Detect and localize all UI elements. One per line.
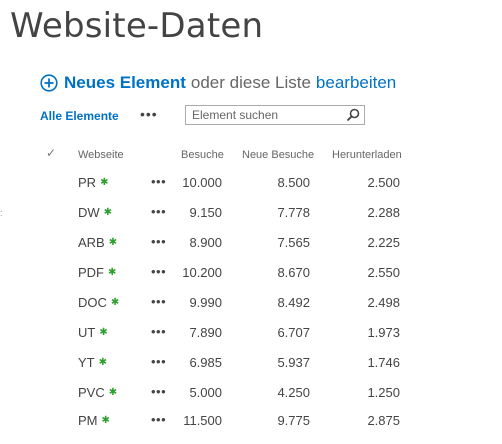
row-downloads: 2.875 xyxy=(367,413,400,428)
row-downloads: 2.225 xyxy=(367,235,400,250)
row-name[interactable]: DW xyxy=(78,205,100,220)
or-edit-text: oder diese Liste xyxy=(190,73,311,92)
row-menu-button[interactable]: ••• xyxy=(151,174,167,189)
new-item-star-icon: ✱ xyxy=(108,267,117,278)
table-row[interactable]: PR ✱ ••• 10.000 8.500 2.500 xyxy=(0,174,502,205)
row-visits: 9.990 xyxy=(189,295,222,310)
row-new-visits: 6.707 xyxy=(277,325,310,340)
new-item-star-icon: ✱ xyxy=(110,297,120,308)
row-name[interactable]: PR xyxy=(78,175,97,190)
row-downloads: 1.746 xyxy=(367,355,400,370)
row-menu-button[interactable]: ••• xyxy=(151,324,167,339)
check-icon[interactable]: ✓ xyxy=(46,146,57,160)
row-name-cell[interactable]: PM ✱ xyxy=(78,413,110,428)
row-new-visits: 5.937 xyxy=(277,355,310,370)
row-visits: 10.000 xyxy=(182,175,222,190)
command-bar: Neues Element oder diese Liste bearbeite… xyxy=(40,70,396,96)
row-new-visits: 8.670 xyxy=(277,265,310,280)
row-visits: 8.900 xyxy=(189,235,222,250)
row-name[interactable]: PDF xyxy=(78,265,104,280)
column-header-neue-besuche[interactable]: Neue Besuche xyxy=(242,149,315,161)
row-menu-button[interactable]: ••• xyxy=(151,234,167,249)
row-visits: 9.150 xyxy=(189,205,222,220)
table-row[interactable]: PDF ✱ ••• 10.200 8.670 2.550 xyxy=(0,264,502,295)
row-name-cell[interactable]: PR ✱ xyxy=(78,175,108,190)
row-menu-button[interactable]: ••• xyxy=(151,384,167,399)
plus-circle-icon[interactable] xyxy=(40,74,58,92)
row-new-visits: 8.500 xyxy=(277,175,310,190)
new-item-star-icon: ✱ xyxy=(98,357,108,368)
row-downloads: 2.288 xyxy=(367,205,400,220)
row-new-visits: 9.775 xyxy=(277,413,310,428)
new-item-star-icon: ✱ xyxy=(101,415,110,426)
row-new-visits: 7.778 xyxy=(277,205,310,220)
table-row[interactable]: UT ✱ ••• 7.890 6.707 1.973 xyxy=(0,324,502,355)
row-downloads: 1.973 xyxy=(367,325,400,340)
row-menu-button[interactable]: ••• xyxy=(151,412,167,427)
new-item-star-icon: ✱ xyxy=(99,327,108,338)
row-visits: 11.500 xyxy=(183,413,222,428)
row-name[interactable]: ARB xyxy=(78,235,105,250)
search-box xyxy=(185,105,365,125)
row-new-visits: 7.565 xyxy=(277,235,310,250)
row-downloads: 1.250 xyxy=(367,385,400,400)
row-name[interactable]: DOC xyxy=(78,295,107,310)
column-header-webseite[interactable]: Webseite xyxy=(78,149,124,161)
row-new-visits: 4.250 xyxy=(277,385,310,400)
row-menu-button[interactable]: ••• xyxy=(151,204,167,219)
new-item-star-icon: ✱ xyxy=(100,177,109,188)
row-downloads: 2.500 xyxy=(367,175,400,190)
row-name-cell[interactable]: DW ✱ xyxy=(78,205,112,220)
row-visits: 5.000 xyxy=(189,385,222,400)
table-row[interactable]: PVC ✱ ••• 5.000 4.250 1.250 xyxy=(0,384,502,415)
new-item-star-icon: ✱ xyxy=(108,387,118,398)
row-name[interactable]: PVC xyxy=(78,385,105,400)
new-item-star-icon: ✱ xyxy=(108,237,118,248)
row-visits: 10.200 xyxy=(182,265,222,280)
column-header-besuche[interactable]: Besuche xyxy=(181,149,224,161)
row-visits: 6.985 xyxy=(189,355,222,370)
row-name-cell[interactable]: UT ✱ xyxy=(78,325,108,340)
row-downloads: 2.550 xyxy=(367,265,400,280)
table-row[interactable]: DW ✱ ••• 9.150 7.778 2.288 xyxy=(0,204,502,235)
search-icon[interactable] xyxy=(346,108,360,122)
row-name-cell[interactable]: PDF ✱ xyxy=(78,265,116,280)
table-row[interactable]: PM ✱ ••• 11.500 9.775 2.875 xyxy=(0,412,502,443)
row-name-cell[interactable]: PVC ✱ xyxy=(78,385,117,400)
column-header-herunterladen[interactable]: Herunterladen xyxy=(332,149,402,161)
view-more-button[interactable]: ••• xyxy=(140,106,158,122)
edit-list-link[interactable]: bearbeiten xyxy=(315,73,397,92)
search-input[interactable] xyxy=(186,106,342,124)
row-name[interactable]: PM xyxy=(78,413,98,428)
new-item-star-icon: ✱ xyxy=(103,207,113,218)
row-visits: 7.890 xyxy=(189,325,222,340)
page-title: Website-Daten xyxy=(10,6,264,46)
row-menu-button[interactable]: ••• xyxy=(151,264,167,279)
row-downloads: 2.498 xyxy=(367,295,400,310)
row-name[interactable]: UT xyxy=(78,325,96,340)
table-row[interactable]: ARB ✱ ••• 8.900 7.565 2.225 xyxy=(0,234,502,265)
row-new-visits: 8.492 xyxy=(277,295,310,310)
row-name-cell[interactable]: YT ✱ xyxy=(78,355,107,370)
table-row[interactable]: DOC ✱ ••• 9.990 8.492 2.498 xyxy=(0,294,502,325)
row-name-cell[interactable]: DOC ✱ xyxy=(78,295,119,310)
row-menu-button[interactable]: ••• xyxy=(151,294,167,309)
row-menu-button[interactable]: ••• xyxy=(151,354,167,369)
edge-mark: : xyxy=(0,208,3,218)
row-name-cell[interactable]: ARB ✱ xyxy=(78,235,117,250)
new-item-link[interactable]: Neues Element xyxy=(64,73,186,92)
table-row[interactable]: YT ✱ ••• 6.985 5.937 1.746 xyxy=(0,354,502,385)
row-name[interactable]: YT xyxy=(78,355,95,370)
view-bar: Alle Elemente ••• xyxy=(40,106,157,126)
view-all-items[interactable]: Alle Elemente xyxy=(40,109,119,123)
